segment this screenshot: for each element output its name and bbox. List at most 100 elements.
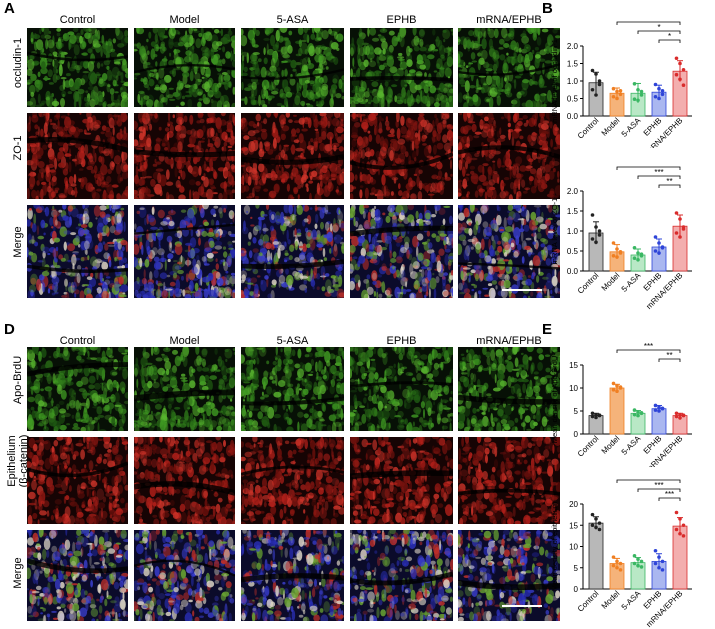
- data-point: [660, 406, 665, 411]
- data-point: [674, 56, 679, 61]
- data-point: [615, 565, 619, 570]
- y-tick-label: 5: [574, 564, 579, 573]
- micrograph-epithelium-0: [27, 437, 128, 524]
- data-point: [657, 555, 661, 559]
- data-point: [636, 251, 640, 255]
- micrograph-merge-top-3: [350, 205, 453, 298]
- micrograph-occludin-3: [350, 28, 453, 107]
- x-tick-label: Model: [600, 271, 622, 293]
- y-tick-label: 2.0: [567, 187, 579, 196]
- micrograph-zo1-4: [458, 113, 560, 199]
- data-point: [594, 240, 598, 244]
- micrograph-merge-top-1: [134, 205, 235, 298]
- data-point: [615, 247, 619, 251]
- panel-label-e: E: [542, 321, 553, 338]
- data-point: [678, 416, 682, 420]
- row-label-apo-brdu: Apo-BrdU: [12, 355, 24, 405]
- y-tick-label: 0: [574, 430, 579, 439]
- data-point: [590, 414, 595, 419]
- x-tick-label: Control: [576, 434, 601, 459]
- y-tick-label: 0.5: [567, 247, 579, 256]
- micrograph-epithelium-3: [350, 437, 453, 524]
- y-tick-label: 0.5: [567, 95, 579, 104]
- micrograph-merge-bottom-3: [350, 530, 453, 621]
- col-header-mrna-ephb: mRNA/EPHB: [476, 14, 542, 26]
- y-tick-label: 2.0: [567, 42, 579, 51]
- y-tick-label: 0.0: [567, 267, 579, 276]
- data-point: [681, 83, 686, 87]
- col-header-control-bottom: Control: [59, 335, 96, 347]
- data-point: [681, 523, 686, 528]
- data-point: [594, 93, 598, 97]
- micrograph-zo1-2: [241, 113, 344, 199]
- micrograph-apo-brdu-2: [241, 347, 344, 431]
- y-tick-label: 0: [574, 585, 579, 594]
- data-point: [597, 521, 602, 525]
- data-point: [657, 405, 661, 410]
- significance-label: ***: [654, 481, 663, 490]
- significance-label: *: [647, 18, 650, 23]
- scale-bar-top: [502, 289, 542, 291]
- micrograph-zo1-3: [350, 113, 453, 199]
- data-point: [653, 94, 658, 99]
- data-point: [674, 510, 679, 515]
- data-point: [653, 403, 658, 408]
- data-point: [615, 559, 619, 564]
- chart-e-apo-brdu: 0 5 10 15 Mean density of Apo-BrdU Control Mod…: [550, 342, 692, 467]
- y-tick-label: 1.0: [567, 227, 579, 236]
- x-tick-label: Model: [600, 434, 622, 456]
- significance-bracket: [616, 166, 681, 170]
- data-point: [674, 211, 679, 215]
- data-point: [681, 68, 686, 72]
- significance-bracket: [616, 21, 681, 25]
- significance-bracket: [637, 175, 681, 179]
- data-point: [615, 96, 619, 101]
- data-point: [653, 561, 658, 566]
- micrograph-zo1-1: [134, 113, 235, 199]
- significance-bracket: [616, 479, 681, 483]
- significance-label: ***: [644, 478, 653, 481]
- micrograph-epithelium-4: [458, 437, 560, 524]
- chart-b-occludin-1: 0.0 0.5 1.0 1.5 2.0 mRNA level of occludin-1 C…: [550, 18, 692, 148]
- bar: [609, 387, 625, 435]
- micrograph-apo-brdu-4: [458, 347, 560, 431]
- data-point: [639, 559, 644, 564]
- data-point: [594, 72, 598, 76]
- data-point: [611, 388, 616, 392]
- data-point: [636, 557, 640, 562]
- significance-bracket: [658, 358, 681, 362]
- x-tick-label: 5-ASA: [620, 271, 643, 294]
- data-point: [618, 385, 623, 389]
- y-axis-label: Mean density of Apo-BrdU: [550, 356, 559, 444]
- data-point: [653, 249, 658, 253]
- data-point: [678, 531, 682, 536]
- data-point: [678, 235, 682, 239]
- data-point: [674, 414, 679, 419]
- data-point: [653, 548, 658, 553]
- data-point: [678, 412, 682, 417]
- data-point: [632, 554, 637, 558]
- significance-label: ***: [644, 163, 653, 168]
- data-point: [636, 563, 640, 568]
- x-tick-label: Model: [600, 589, 622, 611]
- micrograph-epithelium-1: [134, 437, 235, 524]
- x-tick-label: 5-ASA: [620, 589, 643, 612]
- data-point: [657, 565, 661, 570]
- data-point: [660, 568, 665, 572]
- significance-label: ***: [644, 342, 653, 351]
- col-header-control: Control: [59, 14, 96, 26]
- data-point: [611, 86, 616, 91]
- data-point: [597, 79, 602, 83]
- micrograph-merge-bottom-0: [27, 530, 128, 621]
- micrograph-merge-bottom-2: [241, 530, 344, 621]
- significance-bracket: [637, 30, 681, 34]
- micrograph-merge-top-4: [458, 205, 560, 298]
- y-tick-label: 10: [569, 384, 578, 393]
- y-axis-label: mRNA level of ZO-1: [550, 198, 559, 265]
- data-point: [653, 408, 658, 412]
- y-tick-label: 10: [569, 543, 578, 552]
- data-point: [594, 225, 598, 229]
- data-point: [674, 72, 679, 77]
- data-point: [618, 568, 623, 572]
- significance-bracket: [637, 488, 681, 492]
